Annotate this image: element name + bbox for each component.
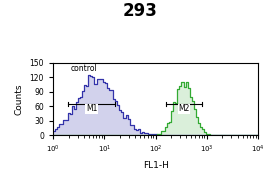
Text: M2: M2 (178, 104, 190, 113)
Text: 293: 293 (123, 2, 157, 20)
Y-axis label: Counts: Counts (15, 83, 24, 115)
Text: M1: M1 (86, 104, 97, 113)
X-axis label: FL1-H: FL1-H (143, 161, 169, 170)
Text: control: control (71, 64, 98, 73)
